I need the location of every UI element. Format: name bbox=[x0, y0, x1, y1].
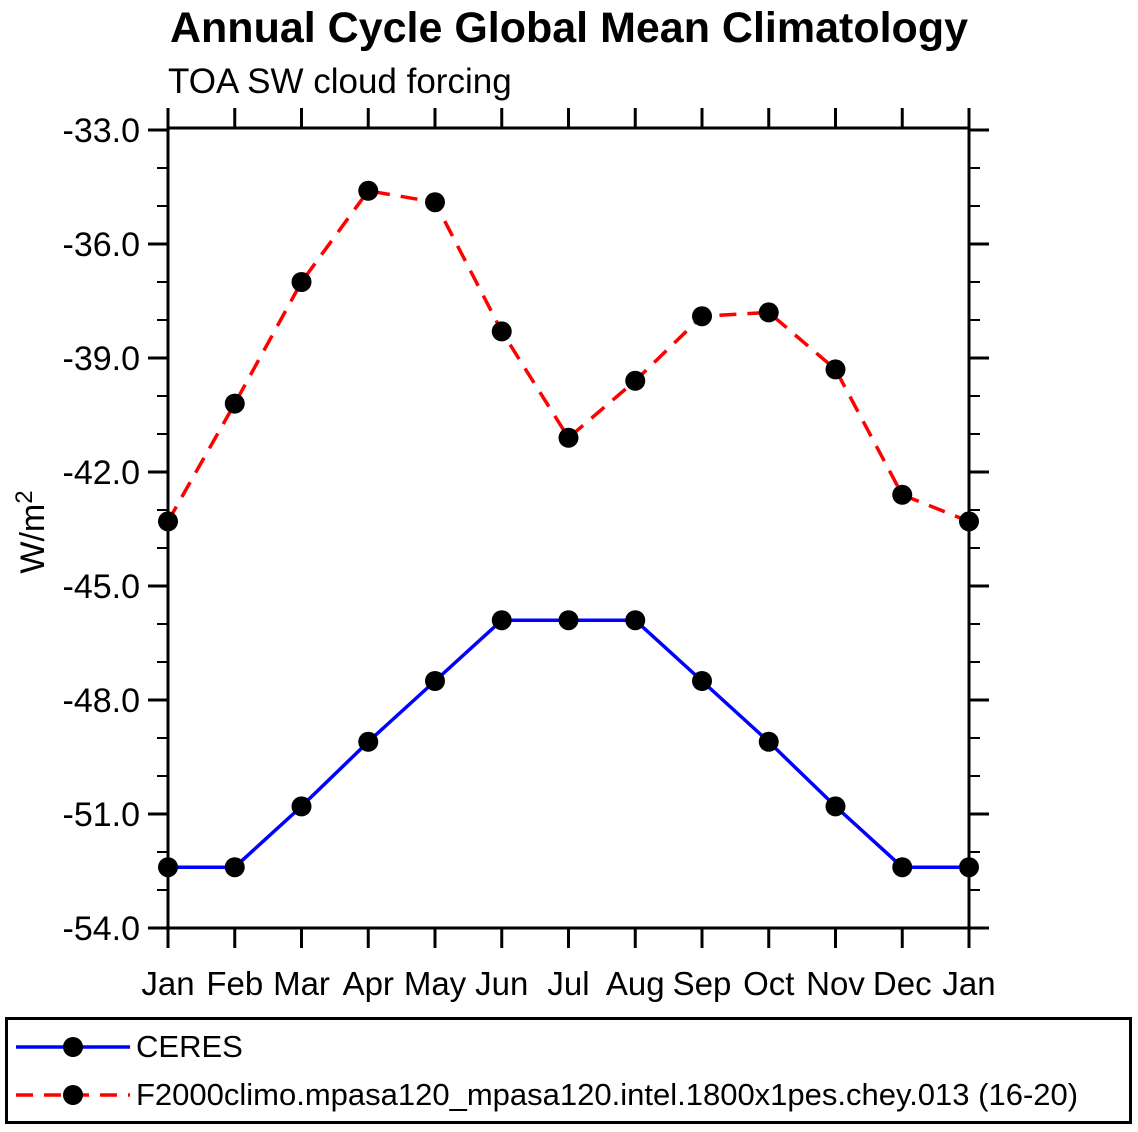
data-point-marker bbox=[158, 511, 178, 532]
data-point-marker bbox=[892, 857, 913, 878]
data-point-marker bbox=[425, 192, 445, 213]
data-point-marker bbox=[491, 321, 512, 342]
plot-frame bbox=[166, 126, 971, 930]
data-point-marker bbox=[758, 302, 779, 323]
legend-sample-model bbox=[16, 1084, 130, 1105]
y-axis-label-text: W/m bbox=[14, 503, 53, 574]
series-line-0 bbox=[168, 618, 969, 869]
data-point-marker bbox=[224, 393, 245, 414]
legend-label-ceres: CERES bbox=[136, 1028, 243, 1064]
series-line-1 bbox=[166, 188, 970, 524]
data-point-marker bbox=[224, 857, 245, 878]
x-tick-label: Jul bbox=[547, 965, 589, 1002]
legend-box: CERES F2000climo.mpasa120_mpasa120.intel… bbox=[5, 1017, 1132, 1124]
legend-marker-dot bbox=[63, 1084, 83, 1105]
line-chart-canvas: Jan Feb Mar Apr May Jun Jul Aug Sep Oct Nov Dec Jan-… bbox=[63, 108, 996, 1002]
y-tick-label: -36.0 bbox=[63, 226, 141, 264]
x-tick-label: May bbox=[404, 965, 467, 1002]
y-axis-label-superscript: 2 bbox=[10, 490, 38, 504]
x-tick-label: Jan bbox=[141, 965, 194, 1002]
x-tick-label: Feb bbox=[206, 965, 263, 1002]
x-tick-label: Nov bbox=[806, 965, 865, 1002]
x-tick-label: Oct bbox=[743, 965, 794, 1002]
y-tick-label: -39.0 bbox=[63, 340, 141, 378]
data-point-marker bbox=[825, 796, 846, 817]
y-axis-label: W/m2 bbox=[11, 490, 53, 573]
y-tick-label: -42.0 bbox=[63, 454, 141, 492]
data-point-marker bbox=[625, 370, 646, 391]
data-point-marker bbox=[425, 671, 445, 691]
chart-subtitle: TOA SW cloud forcing bbox=[168, 62, 512, 101]
data-point-marker bbox=[558, 427, 579, 448]
x-tick-label: Dec bbox=[873, 965, 932, 1002]
data-point-marker bbox=[758, 731, 779, 752]
data-point-marker bbox=[959, 511, 979, 532]
y-tick-label: -51.0 bbox=[63, 796, 141, 834]
y-tick-label: -54.0 bbox=[63, 910, 141, 948]
data-point-marker bbox=[692, 306, 712, 327]
data-point-marker bbox=[358, 180, 379, 201]
data-point-marker bbox=[291, 272, 312, 292]
data-point-marker bbox=[692, 671, 712, 691]
x-tick-label: Sep bbox=[673, 965, 732, 1002]
legend-item-ceres: CERES bbox=[8, 1027, 1129, 1067]
data-point-marker bbox=[358, 731, 379, 752]
y-tick-label: -33.0 bbox=[63, 112, 141, 150]
legend-item-model: F2000climo.mpasa120_mpasa120.intel.1800x… bbox=[8, 1075, 1129, 1115]
legend-label-model: F2000climo.mpasa120_mpasa120.intel.1800x… bbox=[136, 1076, 1079, 1112]
data-point-marker bbox=[825, 359, 846, 380]
data-point-marker bbox=[491, 610, 512, 631]
x-tick-label: Jun bbox=[475, 965, 528, 1002]
y-tick-label: -45.0 bbox=[63, 568, 141, 606]
legend-marker-dot bbox=[63, 1036, 83, 1057]
x-tick-label: Mar bbox=[273, 965, 330, 1002]
data-point-marker bbox=[158, 857, 178, 878]
data-point-marker bbox=[892, 484, 913, 505]
data-point-marker bbox=[959, 857, 979, 878]
chart-title: Annual Cycle Global Mean Climatology bbox=[169, 4, 969, 52]
legend-sample-ceres bbox=[16, 1036, 130, 1057]
data-point-marker bbox=[625, 610, 646, 631]
x-tick-label: Apr bbox=[343, 965, 394, 1002]
y-tick-label: -48.0 bbox=[63, 682, 141, 720]
data-point-marker bbox=[291, 796, 312, 817]
x-tick-label: Aug bbox=[606, 965, 665, 1002]
data-point-marker bbox=[558, 610, 579, 631]
x-tick-label: Jan bbox=[942, 965, 995, 1002]
